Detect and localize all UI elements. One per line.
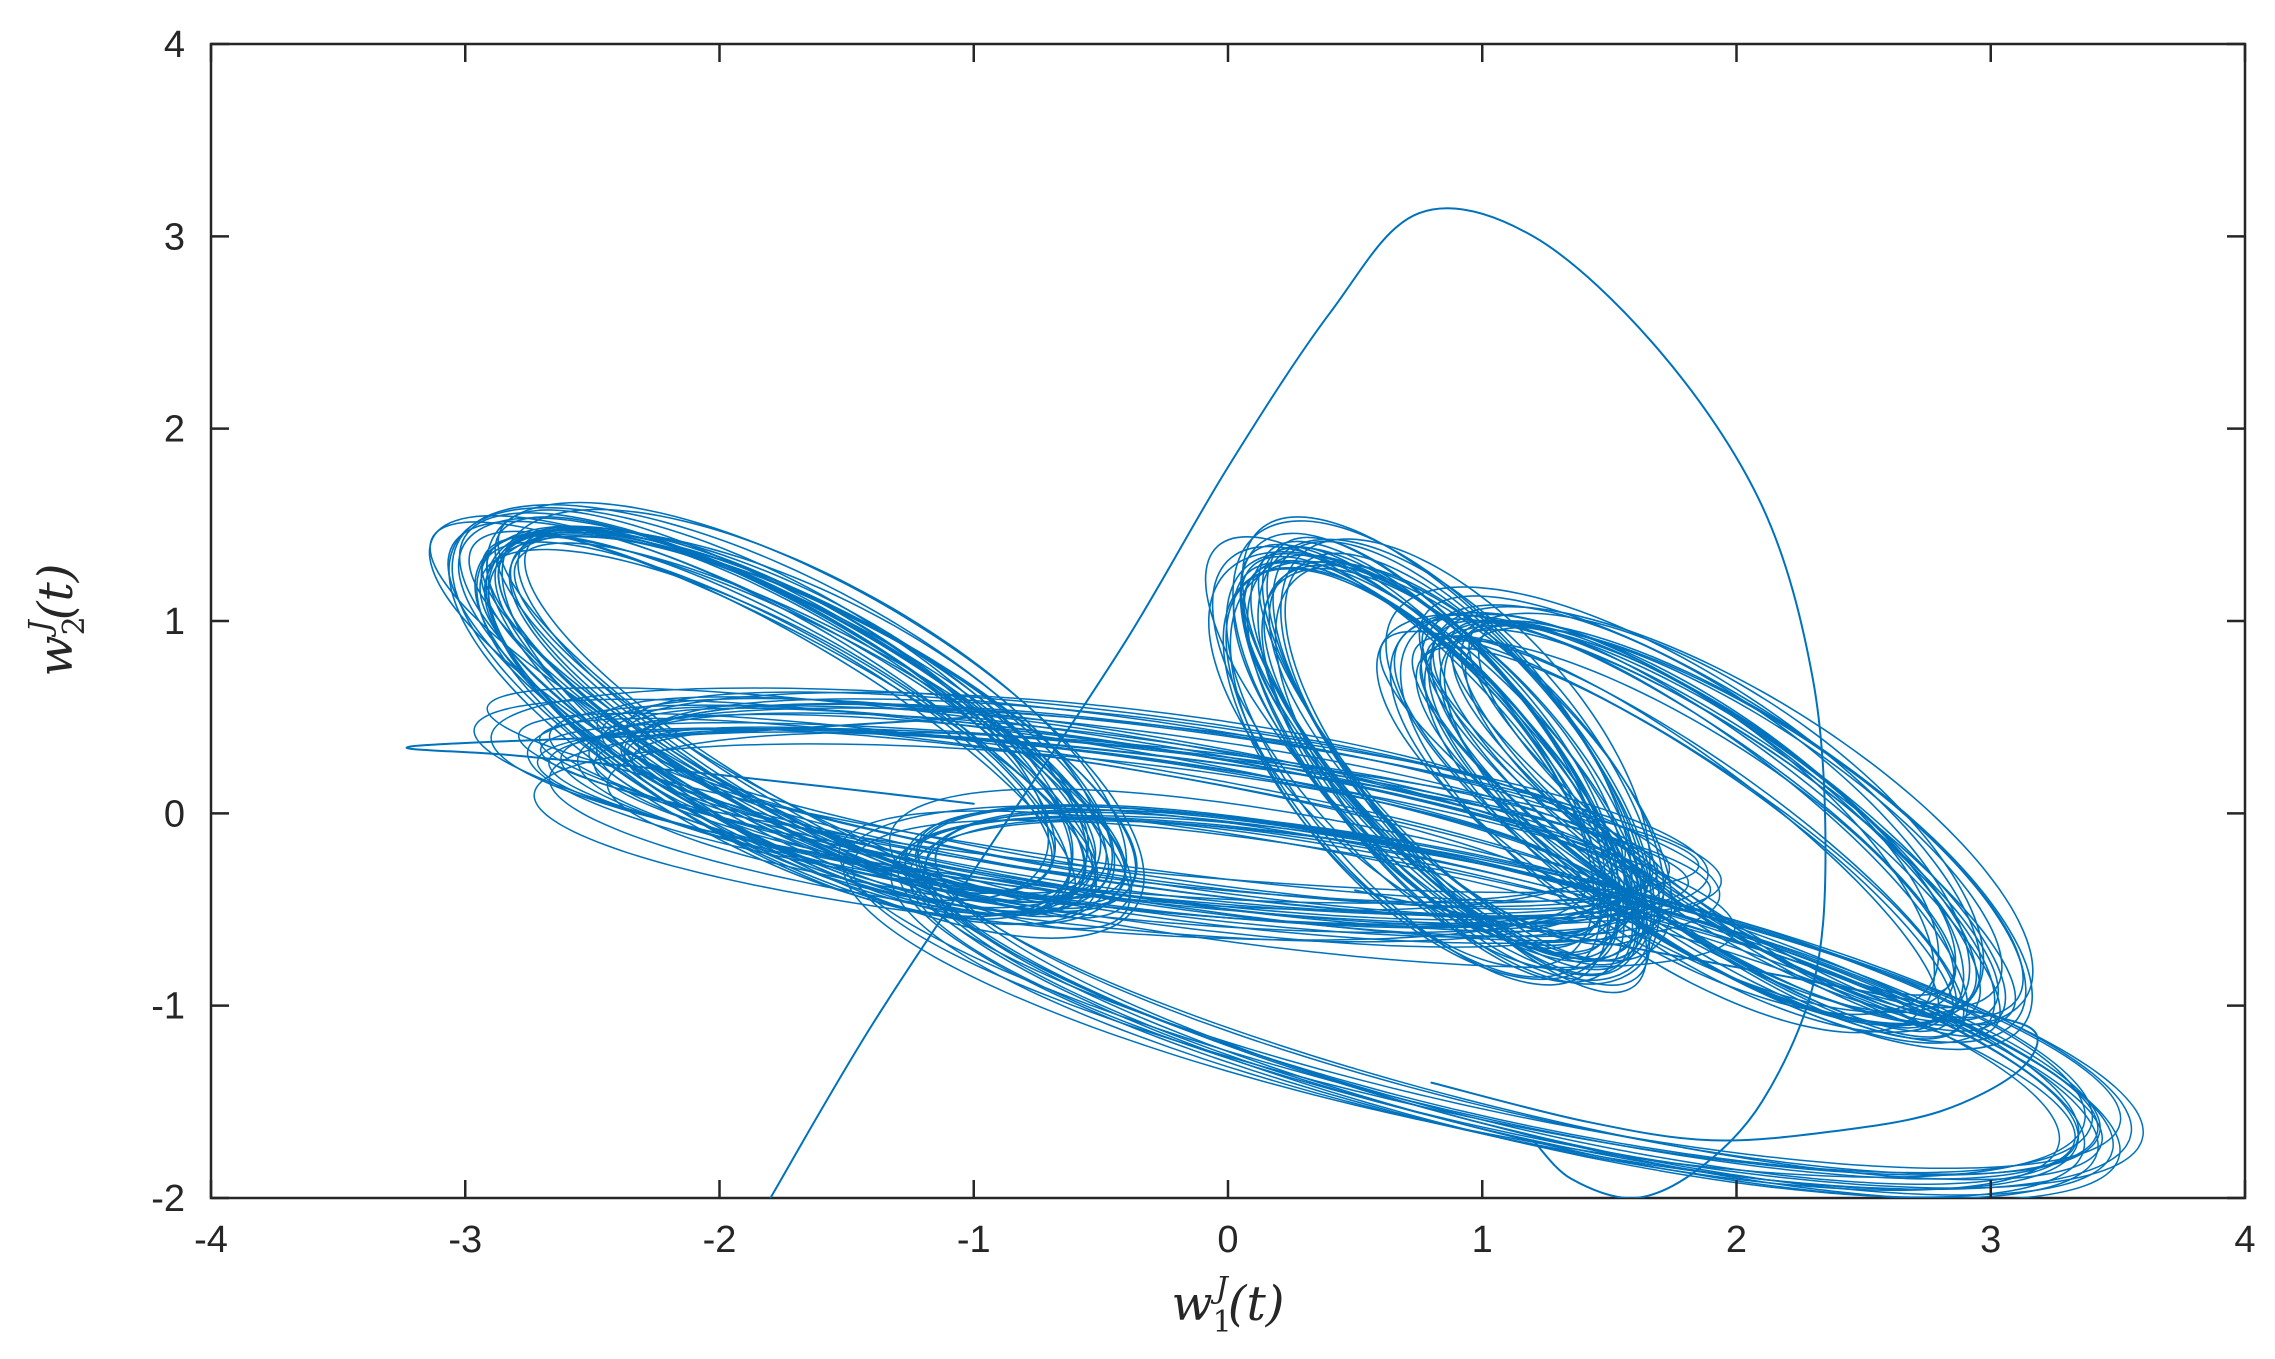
trajectory-wide-loop: [595, 691, 1610, 911]
trajectory-wide-loop: [606, 731, 1667, 934]
trajectory-lower-sweep: [903, 816, 2122, 1170]
trajectory-wide-loop: [548, 704, 1677, 938]
trajectory-center-lobe-loop: [1204, 535, 1612, 956]
y-axis-label-subscript: 2: [57, 616, 92, 635]
trajectory: [405, 207, 2144, 1198]
trajectory-right-loop-line: [1354, 889, 2039, 1142]
trajectory-center-lobe-loop: [1257, 538, 1661, 985]
trajectory-center-lobe-loop: [1232, 520, 1633, 954]
trajectory-lower-sweep: [934, 809, 2121, 1198]
x-axis-label: w1J(t): [1172, 1271, 1285, 1340]
trajectory-center-lobe-loop: [1268, 560, 1665, 946]
trajectory-right-lobe-loop: [1477, 620, 1981, 1023]
plot-area: -4 -3 -2 -1 0 1 2 3 4 -2 -1 0 1 2 3 4: [151, 24, 2255, 1261]
trajectory-right-lobe-loop: [1418, 595, 2024, 1019]
x-axis-label-argument: (t): [1228, 1276, 1285, 1332]
x-tick-label: -1: [957, 1219, 991, 1261]
x-tick-label: 1: [1472, 1219, 1493, 1261]
trajectory-center-lobe-loop: [1263, 564, 1673, 962]
y-axis-label-argument: (t): [28, 564, 84, 621]
trajectory-left-lobe-loop: [468, 530, 1077, 914]
x-axis-label-subscript: 1: [1213, 1305, 1232, 1340]
y-tick-labels: -2 -1 0 1 2 3 4: [151, 24, 185, 1220]
x-axis-label-base: w: [1172, 1276, 1213, 1332]
trajectory-wide-loop: [596, 696, 1647, 917]
trajectory-wide-loop: [490, 687, 1627, 904]
y-tick-label: 3: [164, 216, 185, 258]
trajectory-center-lobe-loop: [1207, 551, 1626, 947]
trajectory-right-lobe-loop: [1428, 619, 2034, 1051]
trajectory-wide-loop: [533, 743, 1587, 941]
trajectory-lower-sweep: [851, 819, 2099, 1176]
trajectory-center-lobe-loop: [1243, 561, 1619, 960]
trajectory-lower-sweep: [838, 810, 2076, 1180]
x-tick-labels: -4 -3 -2 -1 0 1 2 3 4: [194, 1219, 2255, 1261]
trajectory-wide-loop: [517, 712, 1634, 933]
x-tick-label: -2: [703, 1219, 737, 1261]
trajectory-wide-loop: [526, 704, 1647, 925]
x-tick-label: 4: [2234, 1219, 2255, 1261]
y-tick-label: -1: [151, 986, 185, 1028]
tick-marks: [209, 42, 2247, 1200]
y-tick-label: 2: [164, 409, 185, 451]
trajectory-excursion-line: [405, 716, 975, 805]
trajectory-lower-sweep: [904, 805, 2086, 1198]
y-tick-label: 1: [164, 601, 185, 643]
trajectory-wide-loop: [631, 727, 1654, 904]
trajectory-right-lobe-loop: [1399, 611, 1936, 1034]
y-tick-label: 4: [164, 24, 185, 66]
trajectory-left-lobe-loop: [487, 527, 1088, 915]
trajectory-center-lobe-loop: [1246, 554, 1607, 950]
trajectory-left-lobe-loop: [481, 535, 1127, 906]
x-tick-label: 0: [1217, 1219, 1238, 1261]
x-tick-label: -4: [194, 1219, 228, 1261]
trajectory-right-lobe-loop: [1438, 613, 1978, 1015]
x-tick-label: -3: [448, 1219, 482, 1261]
trajectory-lower-sweep: [925, 809, 2094, 1174]
x-tick-label: 3: [1980, 1219, 2001, 1261]
trajectory-wide-loop: [620, 712, 1638, 921]
x-tick-label: 2: [1726, 1219, 1747, 1261]
y-tick-label: -2: [151, 1178, 185, 1220]
trajectory-wide-loop: [600, 697, 1626, 926]
y-axis-label: w2J(t): [23, 564, 92, 677]
trajectory-wide-loop: [536, 728, 1690, 917]
trajectory-center-lobe-loop: [1241, 516, 1647, 960]
trajectory-right-lobe-loop: [1429, 605, 2034, 1027]
trajectory-right-lobe-loop: [1423, 624, 1965, 1034]
trajectory-wide-loop: [626, 707, 1636, 910]
trajectory-lower-sweep: [888, 788, 2080, 1185]
y-axis-label-base: w: [28, 635, 84, 676]
y-tick-label: 0: [164, 793, 185, 835]
trajectory-wide-loop: [623, 702, 1721, 945]
trajectory-lower-sweep: [897, 817, 2061, 1191]
trajectory-lower-sweep: [908, 820, 2144, 1189]
trajectory-lower-sweep: [923, 818, 2080, 1191]
trajectory-lower-sweep: [914, 804, 2099, 1198]
trajectory-right-lobe-loop: [1432, 619, 1969, 1040]
